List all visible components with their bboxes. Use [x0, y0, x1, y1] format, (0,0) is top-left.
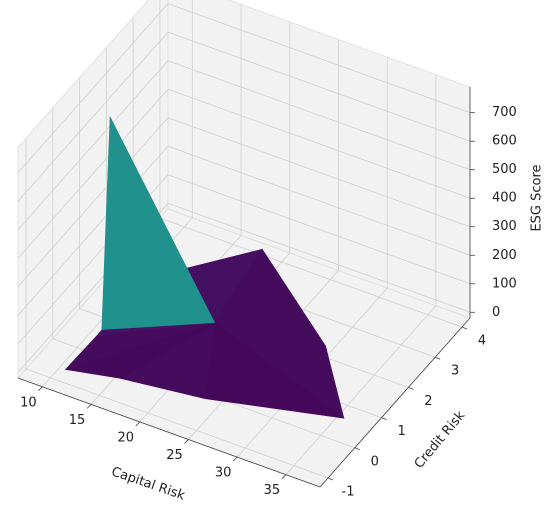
tick-mark — [232, 456, 238, 462]
z-tick-label: 0 — [492, 305, 500, 320]
grid-line — [167, 31, 471, 142]
grid-line — [285, 305, 437, 475]
grid-line — [167, 145, 471, 256]
tick-mark — [408, 387, 414, 390]
z-tick-label: 600 — [492, 134, 517, 149]
y-tick-label: 1 — [397, 424, 405, 439]
grid-line — [17, 145, 169, 316]
surface-triangle — [65, 322, 215, 379]
tick-mark — [354, 447, 360, 451]
grid-line — [17, 60, 169, 230]
grid-line — [17, 31, 169, 202]
y-tick-label: 2 — [424, 394, 432, 409]
x-tick-label: 30 — [215, 466, 232, 481]
grid-line — [17, 117, 169, 288]
y-axis-label: Credit Risk — [412, 408, 469, 472]
tick-mark — [435, 356, 441, 360]
grid-line — [167, 202, 471, 313]
z-tick-label: 700 — [492, 105, 517, 120]
y-tick-label: 3 — [451, 364, 459, 379]
grid-line — [25, 368, 329, 479]
x-tick-label: 10 — [20, 395, 37, 410]
z-tick-label: 500 — [492, 162, 517, 177]
x-tick-label: 35 — [264, 483, 281, 498]
grid-line — [159, 217, 463, 328]
tick-mark — [327, 477, 334, 481]
surface — [64, 115, 345, 419]
x-axis-line — [17, 377, 321, 488]
panes — [17, 0, 475, 488]
x-tick-label: 15 — [69, 413, 86, 428]
grid-line — [17, 3, 169, 173]
tick-mark — [86, 404, 92, 409]
x-tick-label: 25 — [166, 448, 183, 463]
y-tick-label: 0 — [371, 454, 379, 469]
grid-line — [17, 88, 169, 259]
tick-mark — [184, 439, 189, 444]
x-tick-label: 20 — [118, 430, 135, 445]
z-tick-label: 100 — [492, 276, 517, 291]
tick-mark — [381, 417, 387, 420]
z-axis-label: ESG Score — [530, 164, 545, 231]
grid-line — [167, 117, 471, 228]
grid-line — [167, 88, 471, 199]
y-axis-line — [319, 317, 471, 488]
y-tick-label: 4 — [478, 334, 486, 349]
y-tick-label: -1 — [342, 484, 355, 499]
tick-mark — [38, 386, 43, 392]
z-tick-label: 300 — [492, 219, 517, 234]
tick-mark — [135, 421, 141, 427]
tick-mark — [461, 326, 468, 330]
grid-line — [167, 174, 471, 285]
grid-line — [167, 60, 471, 171]
tick-mark — [281, 474, 287, 479]
z-tick-label: 200 — [492, 248, 517, 263]
grid-line — [167, 3, 471, 114]
z-tick-label: 400 — [492, 191, 517, 206]
x-axis-label: Capital Risk — [109, 464, 187, 503]
